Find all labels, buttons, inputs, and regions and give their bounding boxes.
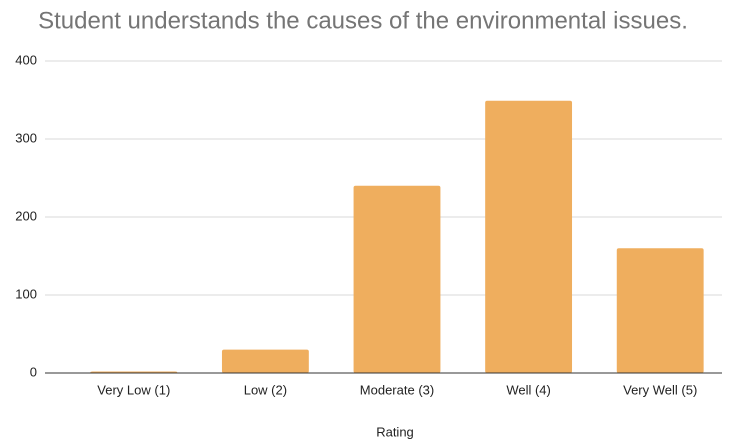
y-tick-label: 100: [15, 286, 37, 301]
y-tick-label: 300: [15, 130, 37, 145]
chart-title: Student understands the causes of the en…: [38, 7, 688, 34]
bar: [221, 349, 309, 373]
bar: [616, 248, 704, 373]
y-tick-label: 0: [30, 364, 37, 379]
x-tick-label: Low (2): [244, 382, 287, 397]
x-tick-label: Moderate (3): [360, 382, 434, 397]
y-tick-label: 200: [15, 208, 37, 223]
x-tick-label: Very Well (5): [623, 382, 697, 397]
bar: [353, 185, 441, 373]
bar: [485, 100, 573, 373]
x-tick-label: Well (4): [506, 382, 551, 397]
x-axis-label: Rating: [376, 424, 414, 439]
x-tick-label: Very Low (1): [97, 382, 170, 397]
y-tick-label: 400: [15, 52, 37, 67]
